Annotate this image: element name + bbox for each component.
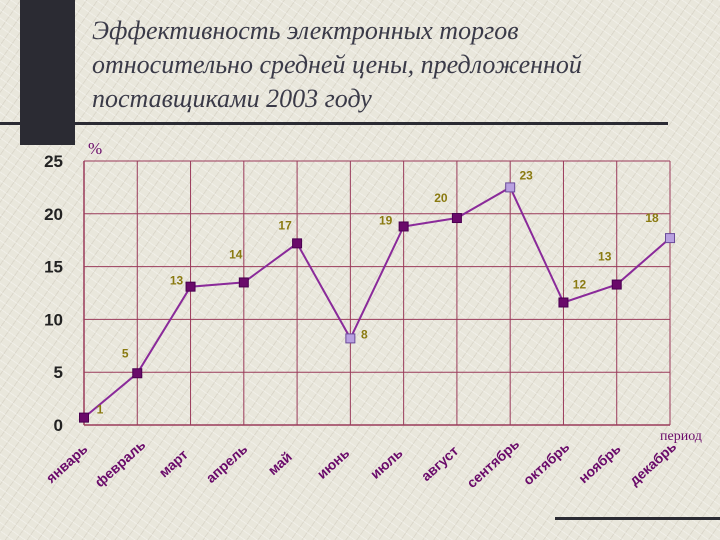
y-tick-label: 15 [44,258,63,277]
data-point-декабрь [665,233,675,244]
x-axis-label: период [660,429,702,444]
slide-title: Эффективность электронных торгов относит… [92,16,582,113]
x-tick-label: октябрь [520,438,573,488]
y-tick-label: 10 [44,310,63,329]
data-point-май [292,238,303,249]
data-label: 1 [97,403,104,417]
data-label: 12 [573,278,587,292]
data-label: 23 [520,168,534,182]
y-tick-label: 0 [54,416,63,435]
x-tick-label: декабрь [626,438,680,488]
x-tick-label: январь [43,440,91,486]
data-label: 20 [434,191,448,205]
data-label: 19 [379,213,393,227]
x-tick-label: сентябрь [463,435,522,491]
x-tick-label: март [156,446,191,480]
y-axis-unit-label: % [88,139,102,158]
data-points [79,182,675,423]
y-tick-label: 5 [54,363,63,382]
y-axis: 0 5 10 15 20 25 [44,152,63,435]
data-point-июнь [345,333,356,344]
data-point-март [185,281,196,292]
y-tick-label: 25 [44,152,63,171]
decor-top-rule [0,122,668,125]
x-tick-labels: январь февраль март апрель май июнь июль август… [43,435,680,491]
x-tick-label: май [265,448,295,478]
data-point-ноябрь [611,279,622,290]
data-point-февраль [132,368,143,379]
data-point-июль [398,221,409,232]
data-point-апрель [238,277,249,288]
decor-side-bar [20,0,75,145]
y-tick-label: 20 [44,205,63,224]
data-label: 13 [170,274,184,288]
x-tick-label: август [418,442,462,484]
data-label: 5 [122,346,129,360]
data-point-октябрь [558,297,569,308]
data-label: 13 [598,250,612,264]
x-tick-label: ноябрь [575,440,624,486]
data-label: 18 [645,211,659,225]
data-point-август [451,213,462,224]
x-tick-label: февраль [91,436,148,490]
data-point-январь [79,412,89,423]
x-tick-label: июнь [314,444,353,481]
series-line [83,185,671,419]
data-label: 14 [229,247,243,261]
x-tick-label: апрель [203,440,251,486]
x-tick-label: июль [367,444,406,481]
decor-bottom-rule [555,517,720,520]
grid-lines [83,160,671,426]
data-labels: 1 5 13 14 17 8 19 20 23 12 13 18 [97,168,659,416]
data-label: 8 [361,327,368,341]
data-label: 17 [278,218,292,232]
data-point-сентябрь [505,182,516,193]
